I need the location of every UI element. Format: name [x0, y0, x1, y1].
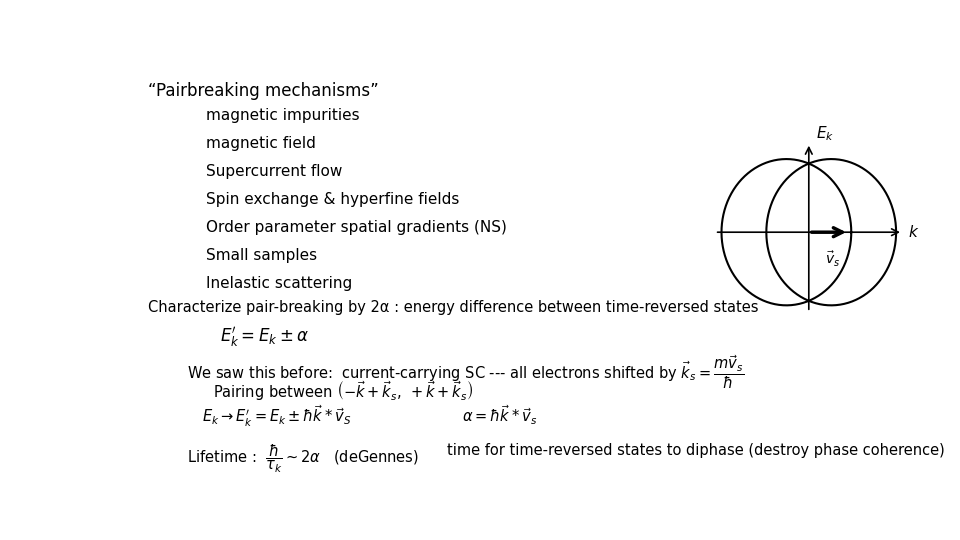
Text: Order parameter spatial gradients (NS): Order parameter spatial gradients (NS)	[205, 220, 507, 235]
Text: Supercurrent flow: Supercurrent flow	[205, 164, 342, 179]
Text: Characterize pair-breaking by 2α : energy difference between time-reversed state: Characterize pair-breaking by 2α : energ…	[148, 300, 758, 315]
Text: Inelastic scattering: Inelastic scattering	[205, 275, 351, 291]
Text: magnetic field: magnetic field	[205, 136, 316, 151]
Text: magnetic impurities: magnetic impurities	[205, 109, 359, 124]
Text: Pairing between $\left(-\vec{k} + \vec{k}_s,\;  +\vec{k} + \vec{k}_s\right)$: Pairing between $\left(-\vec{k} + \vec{k…	[213, 379, 473, 403]
Text: $E_k \rightarrow E_k^{\prime} = E_k \pm \hbar\vec{k} * \vec{v}_S$: $E_k \rightarrow E_k^{\prime} = E_k \pm …	[202, 404, 351, 429]
Text: $k$: $k$	[907, 224, 919, 240]
Text: Lifetime :  $\dfrac{\hbar}{\tau_k} \sim 2\alpha$   (deGennes): Lifetime : $\dfrac{\hbar}{\tau_k} \sim 2…	[187, 443, 419, 475]
Text: Small samples: Small samples	[205, 248, 317, 263]
Text: “Pairbreaking mechanisms”: “Pairbreaking mechanisms”	[148, 82, 379, 100]
Text: $\vec{v}_s$: $\vec{v}_s$	[826, 250, 840, 269]
Text: time for time-reversed states to diphase (destroy phase coherence): time for time-reversed states to diphase…	[447, 443, 945, 458]
Text: We saw this before:  current-carrying SC --- all electrons shifted by $\vec{k}_s: We saw this before: current-carrying SC …	[187, 354, 744, 391]
Text: $E_k^{\prime} = E_k \pm \alpha$: $E_k^{\prime} = E_k \pm \alpha$	[221, 325, 309, 349]
Text: $\alpha = \hbar\vec{k} * \vec{v}_s$: $\alpha = \hbar\vec{k} * \vec{v}_s$	[463, 404, 538, 427]
Text: Spin exchange & hyperfine fields: Spin exchange & hyperfine fields	[205, 192, 459, 207]
Text: $E_k$: $E_k$	[816, 124, 834, 143]
